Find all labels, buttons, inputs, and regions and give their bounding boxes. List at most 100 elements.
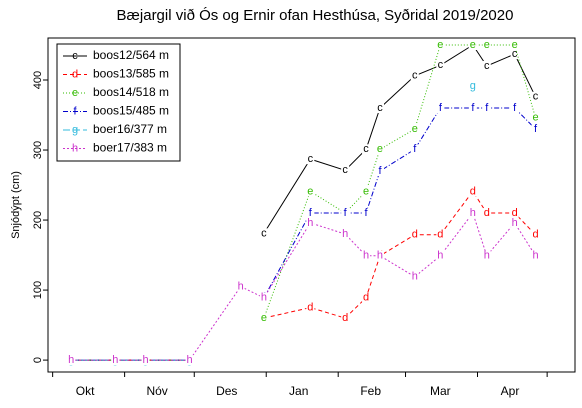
marker-bg [67,355,76,366]
marker-bg [185,355,194,366]
point-marker: f [471,102,475,114]
point-marker: e [484,39,490,51]
point-marker: h [377,250,383,262]
legend-box [56,43,181,162]
legend-marker: d [72,68,78,80]
marker-bg [375,166,384,177]
marker-bg [362,186,371,197]
marker-bg [468,208,477,219]
legend-label: boer17/383 m [93,141,167,155]
legend-marker: e [72,87,78,99]
series-line [71,190,536,361]
point-marker: e [363,185,369,197]
marker-bg [531,250,540,261]
marker-bg [306,186,315,197]
legend-marker: c [72,50,78,62]
marker-bg [111,355,120,366]
point-marker: d [512,207,518,219]
point-marker: h [484,250,490,262]
point-marker: h [238,280,244,292]
marker-bg [468,40,477,51]
legend-marker: h [72,142,78,154]
point-marker: c [533,91,539,103]
point-marker: h [142,354,148,366]
point-marker: f [513,102,517,114]
marker-bg [306,217,315,228]
marker-bg [410,229,419,240]
marker-bg [306,154,315,165]
marker-bg [341,165,350,176]
marker-bg [410,144,419,155]
x-tick-label: Des [216,384,237,398]
marker-bg [341,208,350,219]
marker-bg [362,292,371,303]
point-marker: h [261,292,267,304]
legend-label: boer16/377 m [93,122,167,136]
point-marker: c [484,60,490,72]
point-marker: f [365,207,369,219]
point-marker: f [344,207,348,219]
marker-bg [468,103,477,114]
y-tick-label: 0 [32,357,44,363]
marker-bg [436,250,445,261]
marker-bg [341,313,350,324]
y-tick-label: 100 [32,281,44,299]
point-marker: h [412,271,418,283]
point-marker: c [261,227,267,239]
point-marker: h [187,354,193,366]
point-marker: h [470,207,476,219]
marker-bg [259,313,268,324]
x-tick-label: Jan [289,384,308,398]
marker-bg [510,217,519,228]
marker-bg [306,208,315,219]
marker-bg [362,208,371,219]
point-marker: d [484,207,490,219]
marker-bg [306,302,315,313]
chart-title: Bæjargil við Ós og Ernir ofan Hesthúsa, … [117,7,514,24]
marker-bg [141,355,150,366]
point-marker: f [534,123,538,135]
x-tick-label: Okt [76,384,95,398]
marker-bg [410,271,419,282]
point-marker: h [342,228,348,240]
point-marker: d [437,229,443,241]
marker-bg [482,208,491,219]
point-marker: c [377,102,383,114]
point-marker: f [485,102,489,114]
legend-label: boos15/485 m [93,104,169,118]
marker-bg [375,250,384,261]
marker-bg [236,281,245,292]
marker-bg [510,40,519,51]
point-marker: f [413,143,417,155]
marker-bg [468,186,477,197]
x-tick-label: Mar [430,384,451,398]
point-marker: f [439,102,443,114]
point-marker: d [363,292,369,304]
point-marker: e [470,39,476,51]
point-marker: d [412,229,418,241]
point-marker: h [307,217,313,229]
point-marker: f [378,165,382,177]
point-marker: c [308,153,314,165]
point-marker: e [377,143,383,155]
point-marker: h [112,354,118,366]
marker-bg [531,112,540,123]
y-axis-label: Snjódýpt (cm) [10,171,22,239]
point-marker: d [307,301,313,313]
y-tick-label: 300 [32,141,44,159]
marker-bg [410,124,419,135]
marker-bg [436,103,445,114]
point-marker: e [437,39,443,51]
plot-frame [47,37,576,373]
marker-bg [531,229,540,240]
x-tick-label: Nóv [146,384,167,398]
marker-bg [531,124,540,135]
marker-bg [436,40,445,51]
y-tick-label: 200 [32,211,44,229]
marker-bg [482,250,491,261]
point-marker: h [532,250,538,262]
point-marker: d [342,312,348,324]
series-line [71,211,536,361]
marker-bg [375,103,384,114]
